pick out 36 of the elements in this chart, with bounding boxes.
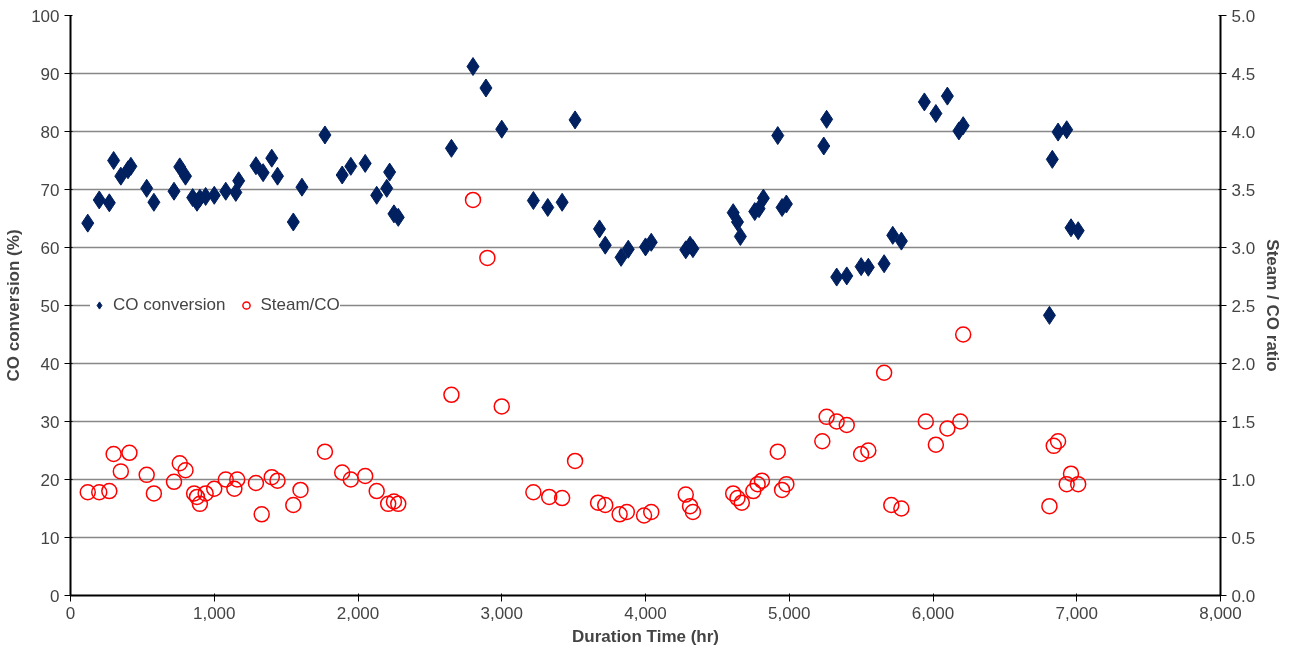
y-axis-title: CO conversion (%) — [4, 229, 24, 382]
y-tick-label: 90 — [40, 64, 60, 84]
y2-tick-label: 4.0 — [1231, 122, 1256, 142]
x-tick-label: 0 — [65, 603, 76, 623]
x-tick-label: 7,000 — [1055, 603, 1099, 623]
y-tick-label: 100 — [31, 6, 60, 26]
y2-tick-label: 5.0 — [1231, 6, 1256, 26]
legend-label: CO conversion — [113, 295, 226, 315]
y2-tick-label: 1.0 — [1231, 470, 1256, 490]
x-tick-label: 3,000 — [480, 603, 524, 623]
y-tick-label: 70 — [40, 180, 60, 200]
y-tick-label: 60 — [40, 238, 60, 258]
y-tick-label: 50 — [40, 296, 60, 316]
y2-tick-label: 3.5 — [1231, 180, 1256, 200]
legend-label: Steam/CO — [260, 295, 340, 315]
y2-tick-label: 0.5 — [1231, 528, 1256, 548]
x-axis-title: Duration Time (hr) — [571, 626, 720, 646]
x-tick-label: 6,000 — [911, 603, 955, 623]
x-tick-label: 4,000 — [624, 603, 667, 623]
y-tick-label: 0 — [50, 586, 60, 606]
y2-tick-label: 3.0 — [1231, 238, 1256, 258]
y2-axis-title: Steam / CO ratio — [1263, 239, 1283, 372]
y-tick-label: 30 — [40, 412, 60, 432]
x-tick-label: 8,000 — [1199, 603, 1242, 623]
y2-tick-label: 4.5 — [1231, 64, 1256, 84]
y-tick-label: 40 — [40, 354, 60, 374]
y-tick-label: 80 — [40, 122, 60, 142]
y2-tick-label: 2.0 — [1231, 354, 1256, 374]
y-tick-label: 20 — [40, 470, 60, 490]
y2-tick-label: 1.5 — [1231, 412, 1256, 432]
x-tick-label: 1,000 — [192, 603, 236, 623]
x-tick-label: 2,000 — [336, 603, 380, 623]
y2-tick-label: 0.0 — [1231, 586, 1256, 606]
y2-tick-label: 2.5 — [1231, 296, 1256, 316]
y-tick-label: 10 — [40, 528, 60, 548]
x-tick-label: 5,000 — [767, 603, 811, 623]
